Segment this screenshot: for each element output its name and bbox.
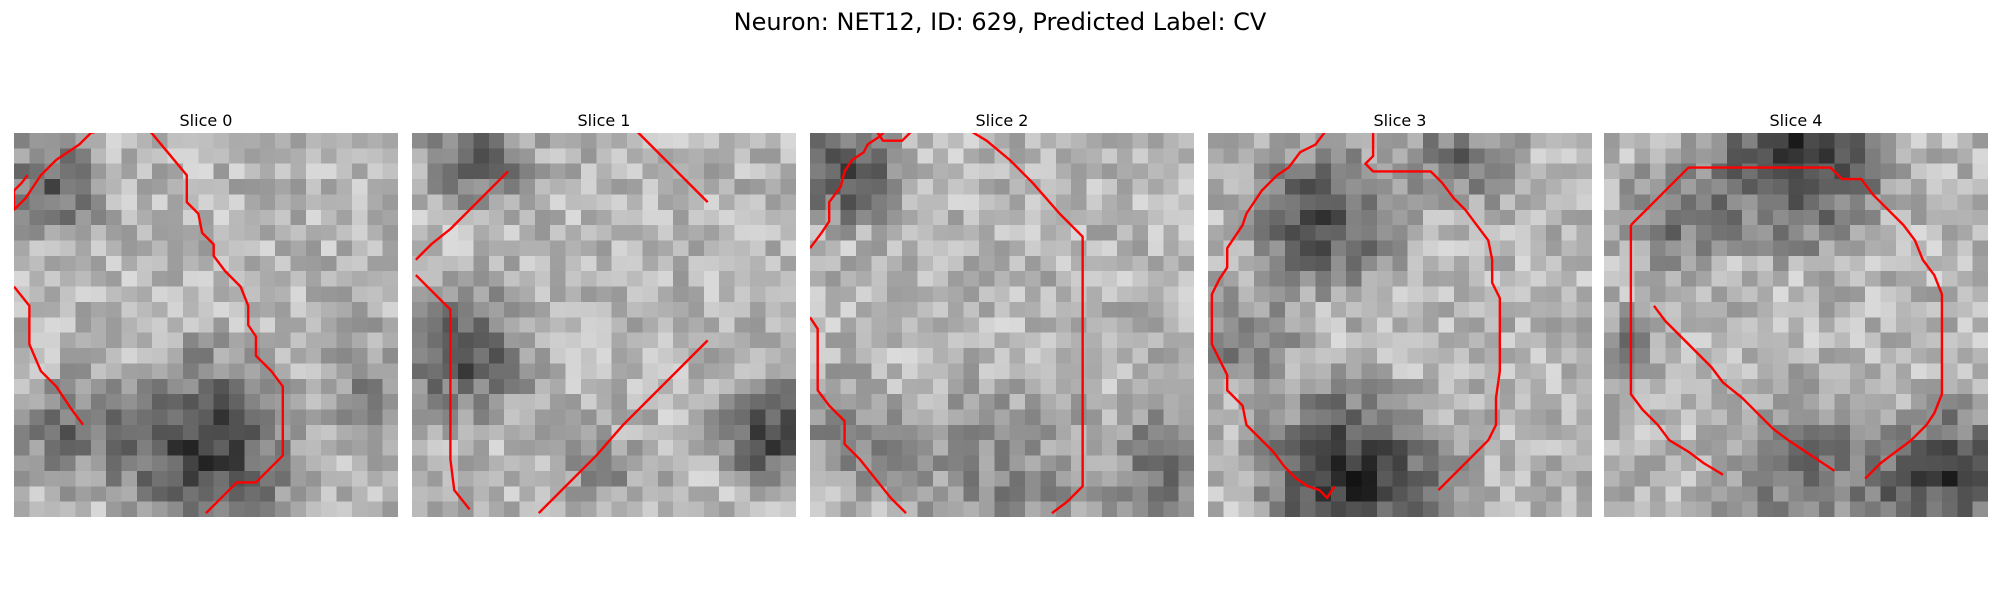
pixel-grid — [810, 133, 1194, 517]
slice-panel-2: Slice 2 — [810, 110, 1194, 517]
contour-line — [14, 133, 96, 212]
contour-group — [1210, 133, 1502, 500]
contour-line — [1629, 225, 1724, 476]
slice-image-3 — [1208, 133, 1592, 517]
pixel-grid — [412, 133, 796, 517]
slice-image-0 — [14, 133, 398, 517]
contour-group — [414, 133, 709, 515]
slice-image-1 — [412, 133, 796, 517]
contour-group — [810, 133, 1084, 515]
figure-title: Neuron: NET12, ID: 629, Predicted Label:… — [733, 8, 1267, 36]
slice-panel-3: Slice 3 — [1208, 110, 1592, 517]
contour-line — [150, 133, 285, 515]
contour-line — [876, 133, 912, 142]
contour-line — [1652, 305, 1836, 472]
contour-line — [414, 170, 509, 261]
slice-panel-1: Slice 1 — [412, 110, 796, 517]
slice-panel-0: Slice 0 — [14, 110, 398, 517]
contour-line — [810, 133, 885, 249]
contour-line — [1364, 133, 1502, 491]
contour-line — [537, 339, 709, 515]
contour-group — [14, 133, 285, 515]
contour-line — [1210, 133, 1336, 500]
slice-panel-4: Slice 4 — [1604, 110, 1988, 517]
pixel-grid — [14, 133, 398, 517]
contour-group — [1629, 166, 1944, 480]
slice-title-4: Slice 4 — [1769, 111, 1823, 130]
slice-image-2 — [810, 133, 1194, 517]
contour-line — [810, 316, 907, 515]
contour-line — [1630, 166, 1944, 480]
contour-line — [14, 285, 85, 426]
pixel-grid — [1208, 133, 1592, 517]
slice-title-2: Slice 2 — [975, 111, 1029, 130]
slice-image-4 — [1604, 133, 1988, 517]
pixel-grid — [1604, 133, 1988, 517]
contour-line — [971, 133, 1084, 515]
slice-title-1: Slice 1 — [577, 111, 631, 130]
slice-title-0: Slice 0 — [179, 111, 233, 130]
contour-line — [636, 133, 709, 203]
slice-title-3: Slice 3 — [1373, 111, 1427, 130]
contour-line — [414, 274, 471, 511]
